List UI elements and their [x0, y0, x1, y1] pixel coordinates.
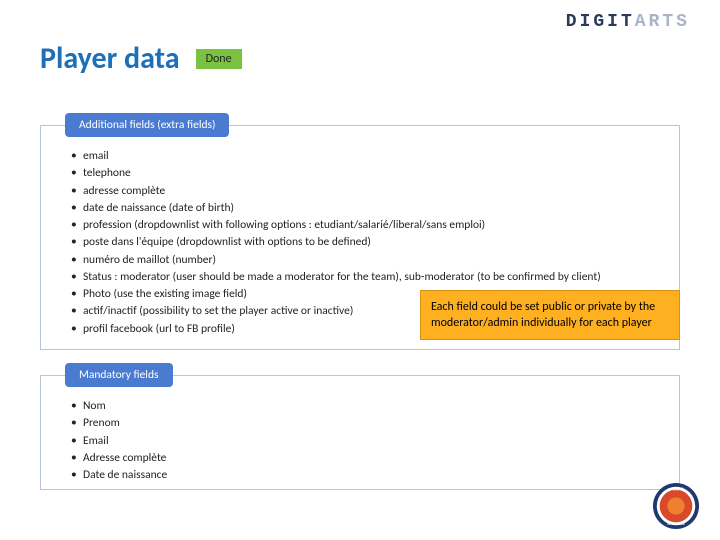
list-item: adresse complète	[71, 183, 659, 200]
page-title: Player data	[40, 40, 180, 77]
list-item: date de naissance (date of birth)	[71, 200, 659, 217]
list-item: poste dans l'équipe (dropdownlist with o…	[71, 234, 659, 251]
sport-ambiance-seal-icon: SPORT & AMBIANCE	[652, 482, 700, 530]
list-item: Nom	[71, 398, 659, 415]
logo-part2: ARTS	[635, 12, 690, 32]
logo-part1: DIGIT	[566, 12, 635, 32]
section-mandatory-fields: Mandatory fields NomPrenomEmailAdresse c…	[40, 375, 680, 490]
privacy-callout: Each field could be set public or privat…	[420, 290, 680, 340]
list-item: numéro de maillot (number)	[71, 252, 659, 269]
list-item: profession (dropdownlist with following …	[71, 217, 659, 234]
svg-text:SPORT &: SPORT &	[668, 488, 685, 493]
svg-text:AMBIANCE: AMBIANCE	[667, 522, 685, 527]
title-row: Player data Done	[40, 40, 242, 77]
list-item: Prenom	[71, 415, 659, 432]
section-header-mandatory: Mandatory fields	[65, 363, 173, 387]
list-item: Date de naissance	[71, 467, 659, 484]
section-header-extra: Additional fields (extra fields)	[65, 113, 229, 137]
mandatory-fields-list: NomPrenomEmailAdresse complèteDate de na…	[41, 376, 679, 494]
list-item: Adresse complète	[71, 450, 659, 467]
list-item: email	[71, 148, 659, 165]
list-item: Status : moderator (user should be made …	[71, 269, 659, 286]
status-badge: Done	[196, 49, 242, 69]
brand-logo: DIGITARTS	[566, 12, 690, 32]
list-item: Email	[71, 433, 659, 450]
list-item: telephone	[71, 165, 659, 182]
